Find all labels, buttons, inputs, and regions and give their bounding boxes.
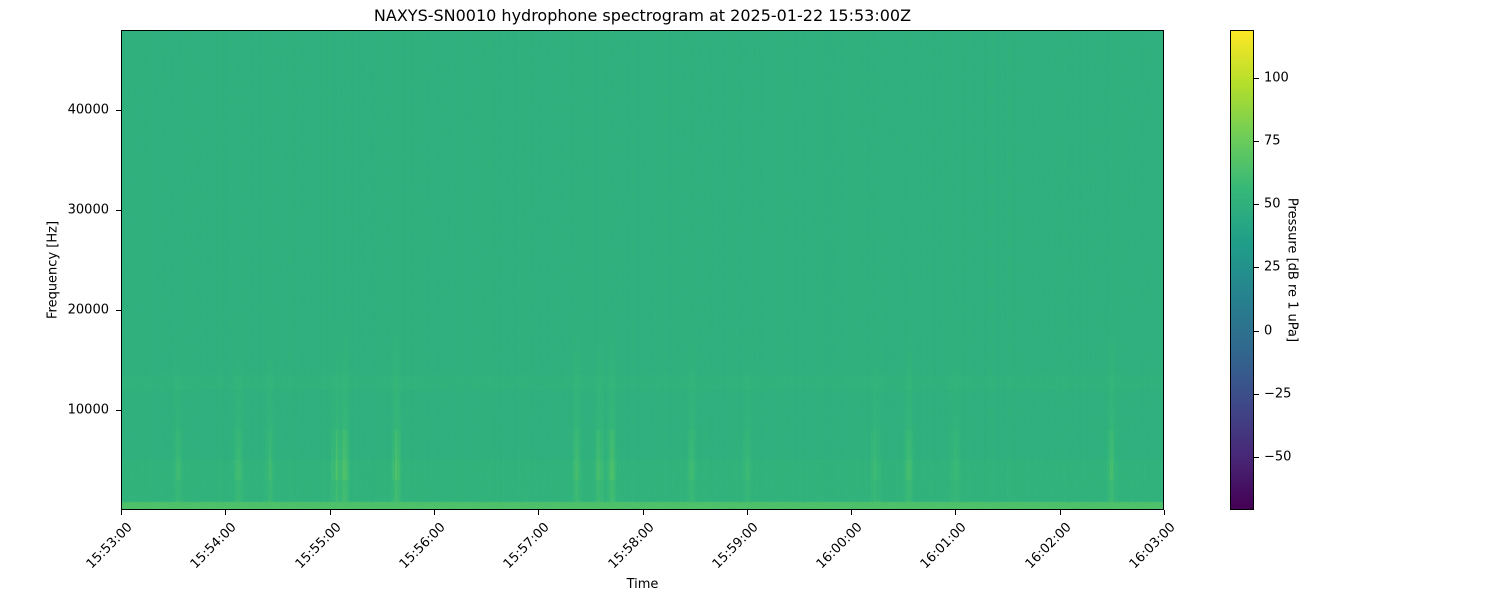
colorbar-label: Pressure [dB re 1 uPa] xyxy=(1284,197,1300,343)
x-tick-label: 16:01:00 xyxy=(918,520,970,572)
y-tick-label: 20000 xyxy=(67,302,109,318)
x-tick-label: 16:00:00 xyxy=(813,520,866,572)
y-tick-label: 40000 xyxy=(67,102,109,118)
x-tick-mark xyxy=(538,510,540,515)
x-tick-mark xyxy=(955,510,957,515)
x-tick-label: 15:57:00 xyxy=(500,520,553,572)
x-axis-label: Time xyxy=(626,577,659,592)
colorbar-tick-label: −25 xyxy=(1264,386,1292,402)
colorbar-tick-mark xyxy=(1254,393,1259,395)
x-tick-mark xyxy=(1059,510,1061,515)
y-tick-label: 30000 xyxy=(67,202,109,218)
spectrogram-image xyxy=(122,31,1163,509)
colorbar-tick-mark xyxy=(1254,456,1259,458)
x-tick-label: 15:56:00 xyxy=(396,520,449,572)
x-tick-label: 16:02:00 xyxy=(1022,520,1075,572)
x-tick-label: 15:59:00 xyxy=(709,520,762,572)
x-tick-mark xyxy=(851,510,853,515)
chart-title: NAXYS-SN0010 hydrophone spectrogram at 2… xyxy=(373,6,912,25)
colorbar-tick-label: 100 xyxy=(1264,70,1289,86)
x-tick-mark xyxy=(746,510,748,515)
x-tick-label: 15:58:00 xyxy=(605,520,658,572)
x-tick-mark xyxy=(329,510,331,515)
colorbar-tick-label: 50 xyxy=(1264,196,1281,212)
x-tick-label: 15:54:00 xyxy=(188,520,240,572)
x-tick-mark xyxy=(121,510,122,515)
colorbar-tick-label: 0 xyxy=(1264,323,1273,339)
colorbar-tick-mark xyxy=(1254,141,1259,143)
x-tick-mark xyxy=(642,510,644,515)
colorbar-tick-label: 75 xyxy=(1264,133,1281,149)
colorbar-tick-mark xyxy=(1254,330,1259,332)
colorbar-tick-label: −50 xyxy=(1264,449,1292,465)
y-tick-mark xyxy=(116,110,121,111)
y-axis-label: Frequency [Hz] xyxy=(45,220,61,320)
y-tick-mark xyxy=(116,410,121,411)
y-tick-label: 10000 xyxy=(67,402,109,418)
colorbar-tick-mark xyxy=(1254,78,1259,79)
x-tick-mark xyxy=(1164,510,1165,515)
x-tick-label: 15:53:00 xyxy=(83,520,136,572)
x-tick-mark xyxy=(225,510,227,515)
y-tick-mark xyxy=(116,310,121,311)
colorbar-tick-mark xyxy=(1254,204,1259,206)
colorbar xyxy=(1230,30,1254,510)
plot-area xyxy=(121,30,1164,510)
colorbar-tick-label: 25 xyxy=(1264,259,1281,275)
x-tick-mark xyxy=(433,510,435,515)
x-tick-label: 16:03:00 xyxy=(1126,520,1179,572)
colorbar-tick-mark xyxy=(1254,267,1259,269)
x-tick-label: 15:55:00 xyxy=(292,520,345,572)
y-tick-mark xyxy=(116,210,121,211)
